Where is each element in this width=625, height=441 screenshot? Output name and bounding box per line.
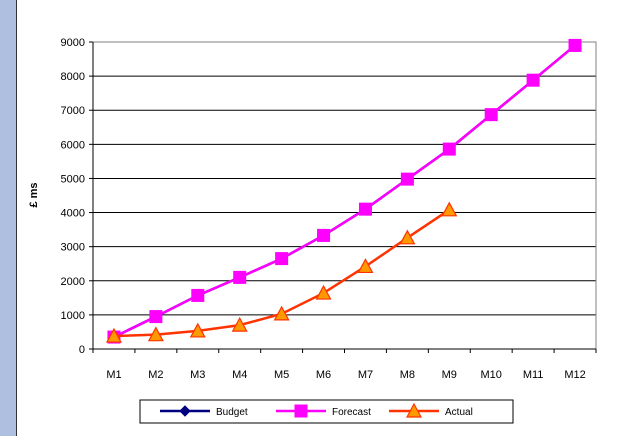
y-tick-label: 9000 — [61, 37, 85, 49]
data-point-forecast — [317, 228, 331, 242]
data-point-forecast — [358, 202, 372, 216]
line-chart: 0 1000 2000 3000 4000 5000 6000 7000 8000 9000 M1 M… — [17, 0, 625, 436]
data-point-forecast — [484, 108, 498, 122]
y-tick-label: 0 — [79, 344, 85, 356]
data-point-actual — [273, 305, 290, 321]
legend-marker — [179, 405, 191, 417]
data-point-forecast — [233, 270, 247, 284]
legend-item-budget: Budget — [160, 405, 248, 418]
x-tick-label: M11 — [523, 369, 544, 381]
y-tick-label: 4000 — [61, 208, 85, 220]
legend-label: Budget — [216, 407, 248, 418]
data-point-actual — [315, 284, 332, 300]
y-tick-label: 5000 — [61, 173, 85, 185]
data-point-actual — [357, 258, 374, 274]
legend-label: Forecast — [332, 407, 371, 418]
x-tick-label: M6 — [316, 369, 331, 381]
series-forecast — [107, 38, 582, 344]
x-tick-label: M7 — [358, 369, 373, 381]
x-tick-label: M10 — [481, 369, 502, 381]
data-point-forecast — [568, 38, 582, 52]
data-point-forecast — [191, 288, 205, 302]
data-point-actual — [105, 327, 122, 343]
chart-container: 0 1000 2000 3000 4000 5000 6000 7000 8000 9000 M1 M… — [17, 0, 625, 436]
x-tick-label: M4 — [232, 369, 247, 381]
y-tick-label: 6000 — [61, 139, 85, 151]
legend-item-actual: Actual — [389, 402, 473, 418]
x-tick-label: M12 — [564, 369, 585, 381]
data-point-actual — [441, 201, 458, 217]
data-point-forecast — [400, 172, 414, 186]
data-point-forecast — [526, 73, 540, 87]
left-edge-strip — [0, 0, 17, 436]
x-tick-label: M3 — [190, 369, 205, 381]
x-tick-label: M8 — [400, 369, 415, 381]
data-point-actual — [189, 322, 206, 338]
data-point-forecast — [149, 310, 163, 324]
y-tick-label: 3000 — [61, 242, 85, 254]
axis-layer: 0 1000 2000 3000 4000 5000 6000 7000 8000 9000 M1 M… — [61, 37, 597, 381]
x-tick-label: M5 — [274, 369, 289, 381]
series-actual — [105, 201, 458, 343]
x-tick-label: M9 — [442, 369, 457, 381]
y-tick-label: 2000 — [61, 276, 85, 288]
data-point-actual — [147, 326, 164, 342]
data-point-actual — [399, 229, 416, 245]
legend-marker — [294, 404, 308, 418]
y-tick-label: 7000 — [61, 105, 85, 117]
x-tick-label: M2 — [148, 369, 163, 381]
data-point-forecast — [275, 252, 289, 266]
x-tick-label: M1 — [106, 369, 121, 381]
y-axis-label: £ ms — [28, 182, 40, 207]
legend-label: Actual — [445, 407, 473, 418]
y-tick-label: 8000 — [61, 71, 85, 83]
legend-marker — [405, 402, 423, 418]
data-point-actual — [231, 316, 248, 332]
series-line-forecast — [113, 44, 576, 339]
y-tick-label: 1000 — [61, 310, 85, 322]
legend-item-forecast: Forecast — [276, 404, 371, 418]
data-point-forecast — [442, 142, 456, 156]
legend: Budget Forecast Actual — [139, 399, 514, 424]
series-layer — [105, 38, 582, 344]
